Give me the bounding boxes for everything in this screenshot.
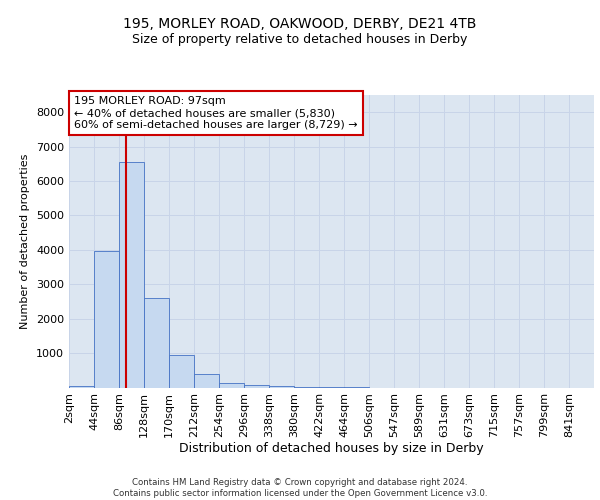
Text: 195, MORLEY ROAD, OAKWOOD, DERBY, DE21 4TB: 195, MORLEY ROAD, OAKWOOD, DERBY, DE21 4… [124, 18, 476, 32]
Bar [94, 250, 119, 388]
Y-axis label: Number of detached properties: Number of detached properties [20, 154, 31, 329]
Bar [244, 384, 269, 388]
Bar [194, 374, 219, 388]
Bar [269, 386, 294, 388]
Bar [119, 162, 144, 388]
Bar [144, 298, 169, 388]
Bar [220, 382, 244, 388]
Text: 195 MORLEY ROAD: 97sqm
← 40% of detached houses are smaller (5,830)
60% of semi-: 195 MORLEY ROAD: 97sqm ← 40% of detached… [74, 96, 358, 130]
Text: Contains HM Land Registry data © Crown copyright and database right 2024.
Contai: Contains HM Land Registry data © Crown c… [113, 478, 487, 498]
Bar [169, 355, 194, 388]
X-axis label: Distribution of detached houses by size in Derby: Distribution of detached houses by size … [179, 442, 484, 454]
Bar [69, 386, 94, 388]
Bar [295, 387, 319, 388]
Text: Size of property relative to detached houses in Derby: Size of property relative to detached ho… [133, 32, 467, 46]
